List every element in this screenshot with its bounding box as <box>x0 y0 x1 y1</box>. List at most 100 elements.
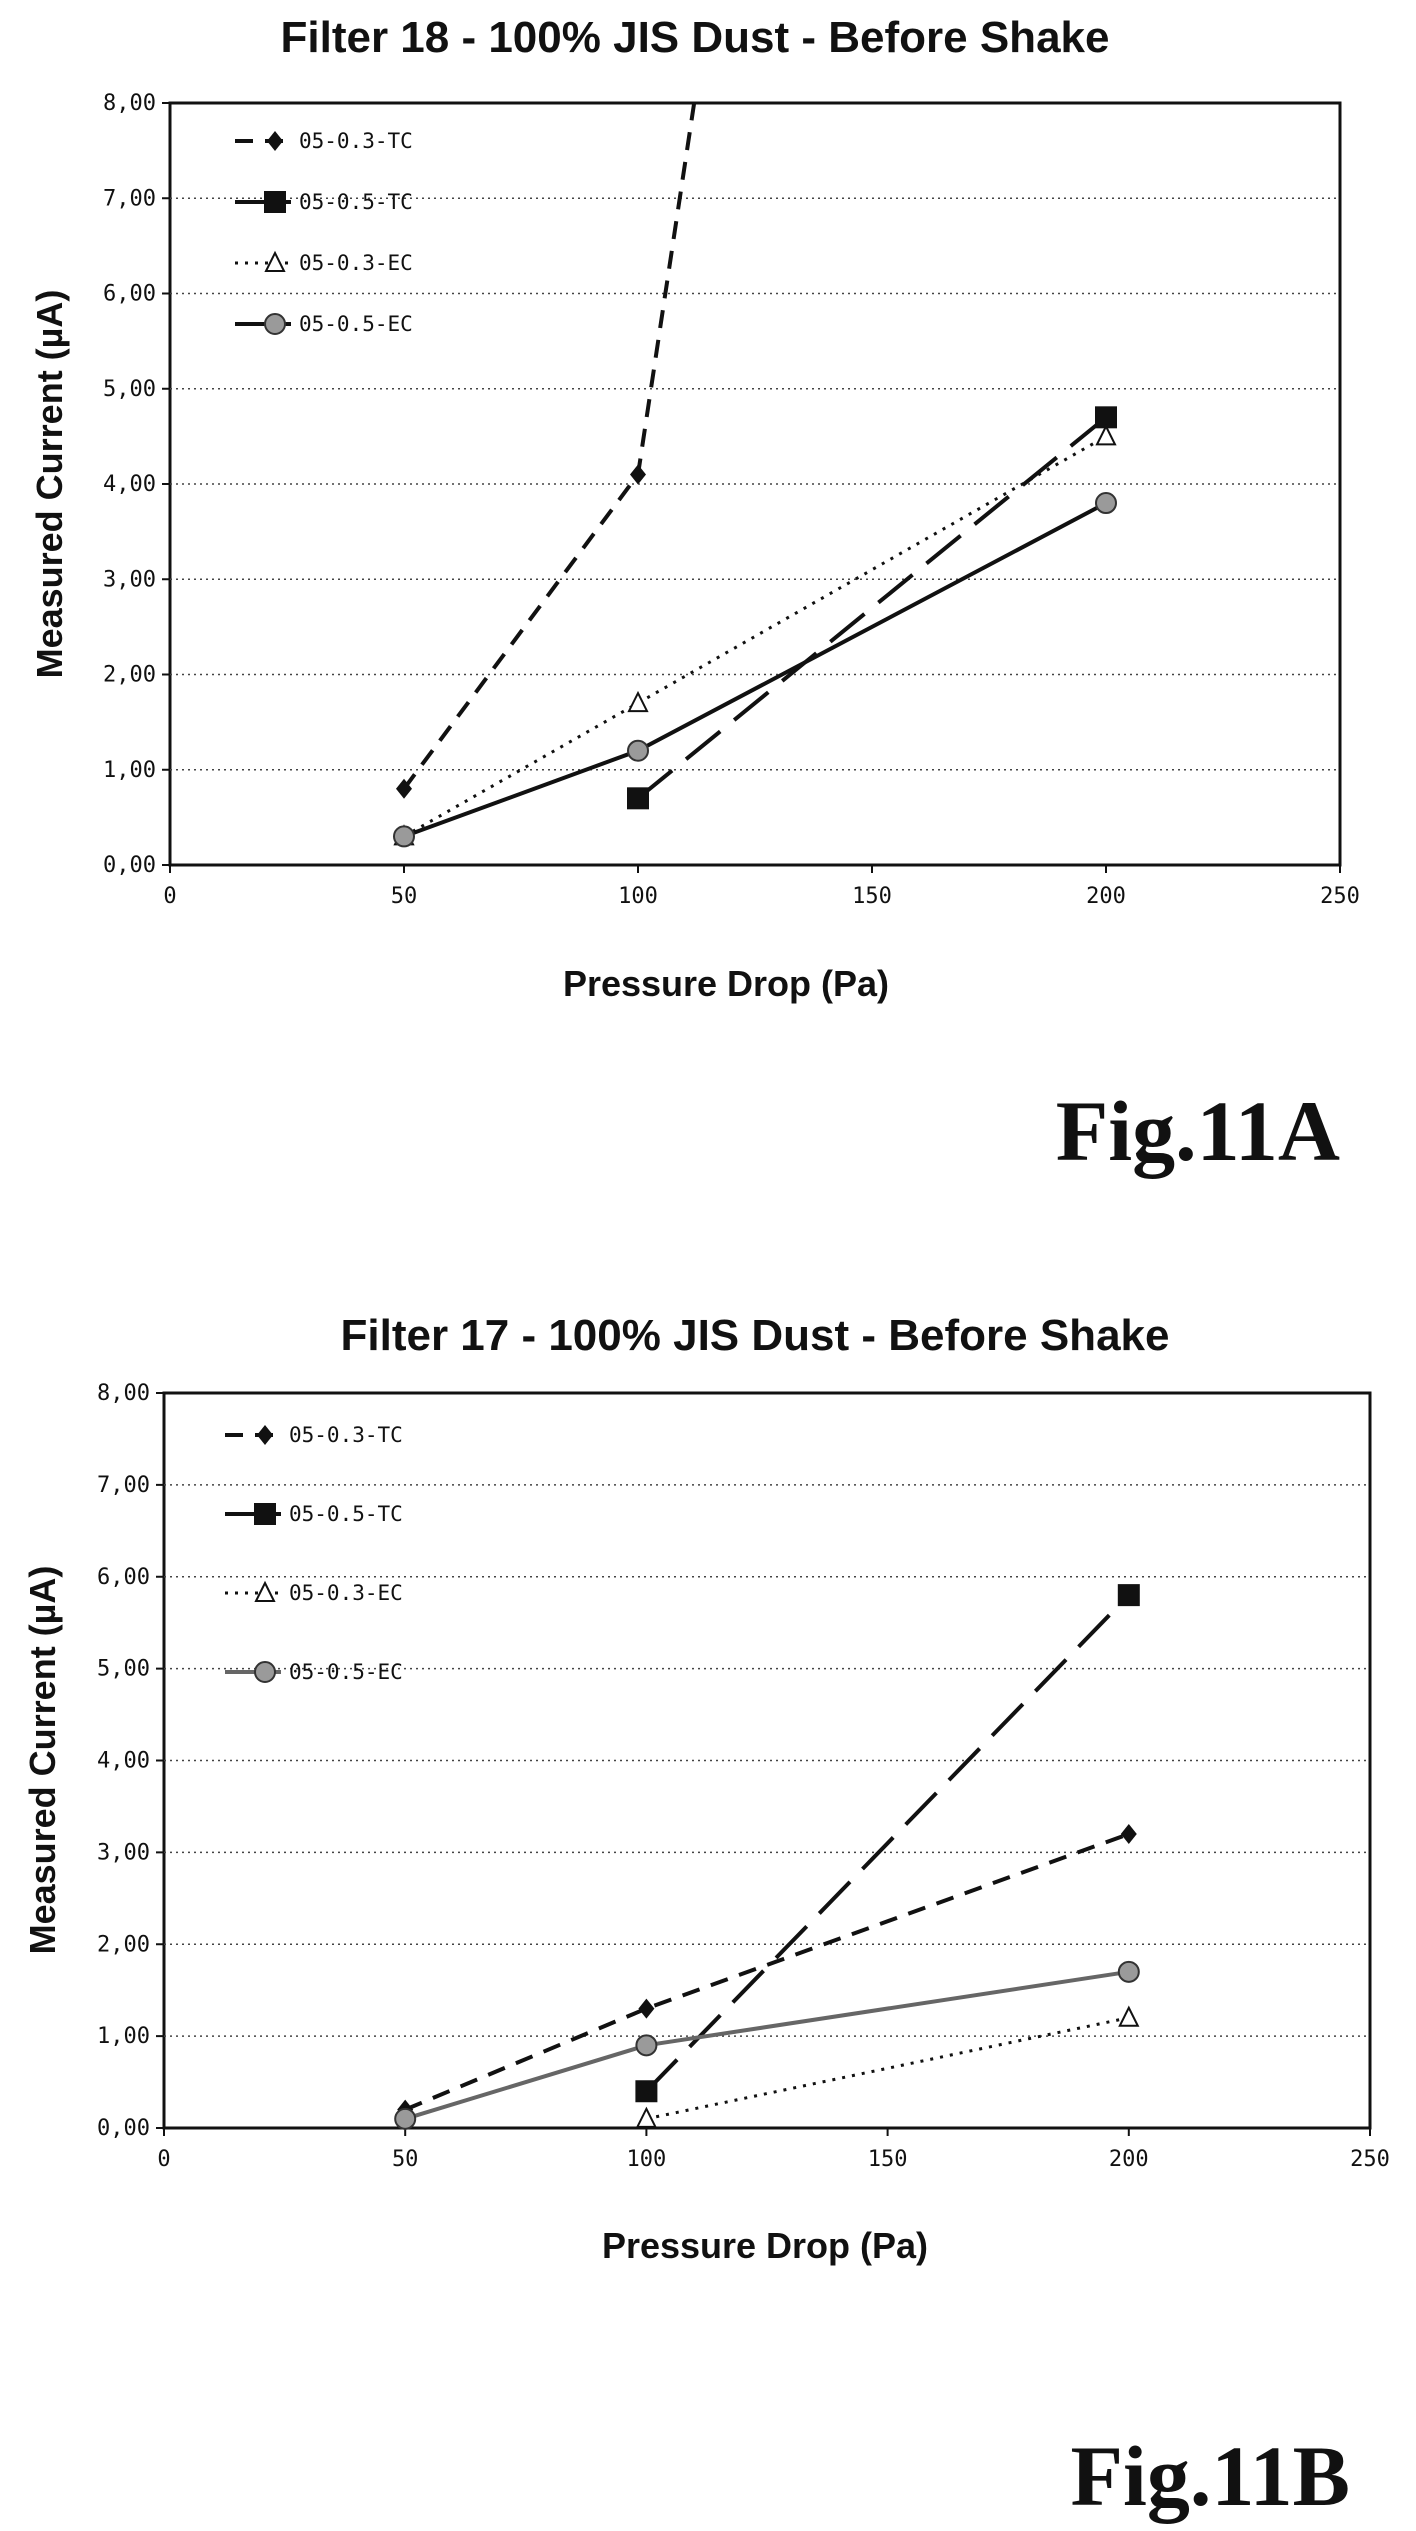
series-05-0.5-EC <box>393 492 1117 848</box>
legend-marker <box>264 191 286 213</box>
y-tick-label: 0,00 <box>97 2116 150 2141</box>
data-point <box>627 739 649 762</box>
legend-label: 05-0.3-TC <box>289 1423 403 1447</box>
x-tick-label: 200 <box>1086 884 1126 909</box>
data-point <box>1117 1584 1140 1607</box>
x-tick-label: 250 <box>1350 2147 1390 2172</box>
legend-label: 05-0.3-EC <box>299 251 413 275</box>
data-point <box>638 1998 655 2019</box>
data-point <box>627 690 649 713</box>
chart-11a: Filter 18 - 100% JIS Dust - Before Shake… <box>29 13 1360 1179</box>
legend-marker <box>254 1580 276 1602</box>
x-tick-label: 150 <box>852 884 892 909</box>
chart-11a-x-ticks: 0 50 100 150 200 250 <box>163 865 1360 909</box>
chart-11a-x-axis-label: Pressure Drop (Pa) <box>563 963 889 1004</box>
legend-label: 05-0.3-EC <box>289 1581 403 1605</box>
series-line <box>403 501 1107 839</box>
chart-11a-series <box>393 102 1117 848</box>
legend-marker <box>254 1503 276 1525</box>
legend-item: 05-0.3-TC <box>225 1423 403 1447</box>
y-tick-label: 3,00 <box>97 1840 150 1865</box>
chart-11b-legend: 05-0.3-TC 05-0.5-TC 05-0.3-EC 05-0.5-EC <box>225 1423 403 1684</box>
data-point <box>1117 1960 1140 1983</box>
data-point <box>635 2080 658 2103</box>
series-line <box>646 2016 1130 2121</box>
legend-marker <box>257 1425 273 1445</box>
y-tick-label: 2,00 <box>103 663 156 688</box>
x-tick-label: 50 <box>391 884 418 909</box>
series-05-0.3-EC <box>635 2005 1140 2128</box>
data-point <box>1118 2005 1140 2027</box>
legend-marker <box>254 1661 276 1683</box>
series-line <box>402 102 697 790</box>
series-05-0.3-EC <box>393 424 1117 846</box>
chart-11a-y-axis-label: Measured Current (µA) <box>29 290 70 679</box>
y-tick-label: 0,00 <box>103 853 156 878</box>
legend-item: 05-0.5-EC <box>235 312 413 336</box>
y-tick-label: 1,00 <box>103 758 156 783</box>
data-point <box>394 2107 417 2130</box>
data-point <box>393 825 415 848</box>
y-tick-label: 1,00 <box>97 2024 150 2049</box>
chart-11a-title: Filter 18 - 100% JIS Dust - Before Shake <box>281 13 1110 62</box>
legend-label: 05-0.5-TC <box>299 190 413 214</box>
figure-label-11b: Fig.11B <box>1070 2428 1350 2524</box>
series-05-0.5-TC <box>635 1584 1140 2103</box>
series-05-0.5-TC <box>627 406 1117 810</box>
chart-11a-gridlines <box>170 197 1340 771</box>
y-tick-label: 7,00 <box>97 1473 150 1498</box>
x-tick-label: 200 <box>1109 2147 1149 2172</box>
x-tick-label: 100 <box>627 2147 667 2172</box>
y-tick-label: 4,00 <box>103 472 156 497</box>
legend-label: 05-0.5-EC <box>299 312 413 336</box>
chart-11b-x-axis-label: Pressure Drop (Pa) <box>602 2225 928 2266</box>
x-tick-label: 100 <box>618 884 658 909</box>
data-point <box>630 464 646 485</box>
series-line <box>636 415 1108 800</box>
y-tick-label: 4,00 <box>97 1749 150 1774</box>
y-tick-label: 5,00 <box>103 377 156 402</box>
y-tick-label: 3,00 <box>103 567 156 592</box>
chart-11b-x-ticks: 0 50 100 150 200 250 <box>157 2128 1390 2172</box>
x-tick-label: 0 <box>163 884 176 909</box>
series-line <box>403 435 1107 838</box>
series-line <box>404 1832 1130 2112</box>
y-tick-label: 2,00 <box>97 1932 150 1957</box>
legend-item: 05-0.5-TC <box>225 1502 403 1526</box>
legend-item: 05-0.5-TC <box>235 190 413 214</box>
data-point <box>1120 1824 1137 1844</box>
chart-11b-y-axis-label: Measured Current (µA) <box>22 1566 63 1955</box>
legend-label: 05-0.5-TC <box>289 1502 403 1526</box>
series-05-0.5-EC <box>394 1960 1140 2130</box>
series-05-0.3-TC <box>396 102 697 799</box>
data-point <box>1095 424 1117 446</box>
x-tick-label: 250 <box>1320 884 1360 909</box>
legend-item: 05-0.3-TC <box>235 129 413 153</box>
legend-marker <box>264 313 286 335</box>
data-point <box>635 2034 658 2057</box>
y-tick-label: 6,00 <box>97 1565 150 1590</box>
legend-item: 05-0.3-EC <box>225 1580 403 1605</box>
data-point <box>627 787 649 810</box>
figure-label-11a: Fig.11A <box>1056 1083 1340 1179</box>
data-point <box>1095 406 1117 429</box>
x-tick-label: 0 <box>157 2147 170 2172</box>
y-tick-label: 6,00 <box>103 282 156 307</box>
data-point <box>1095 492 1117 515</box>
y-tick-label: 5,00 <box>97 1657 150 1682</box>
data-point <box>635 2106 658 2128</box>
chart-11a-y-ticks: 0,00 1,00 2,00 3,00 4,00 5,00 6,00 7,00 8,00 <box>103 91 170 878</box>
legend-label: 05-0.5-EC <box>289 1660 403 1684</box>
legend-label: 05-0.3-TC <box>299 129 413 153</box>
y-tick-label: 8,00 <box>103 91 156 116</box>
chart-11b-y-ticks: 0,00 1,00 2,00 3,00 4,00 5,00 6,00 7,00 8,00 <box>97 1381 164 2141</box>
chart-11b-series <box>394 1584 1140 2130</box>
legend-item: 05-0.5-EC <box>225 1660 403 1684</box>
x-tick-label: 150 <box>868 2147 908 2172</box>
chart-11b-gridlines <box>164 1484 1370 2037</box>
legend-marker <box>267 131 283 151</box>
y-tick-label: 8,00 <box>97 1381 150 1406</box>
chart-11b-title: Filter 17 - 100% JIS Dust - Before Shake <box>341 1311 1170 1360</box>
x-tick-label: 50 <box>392 2147 419 2172</box>
